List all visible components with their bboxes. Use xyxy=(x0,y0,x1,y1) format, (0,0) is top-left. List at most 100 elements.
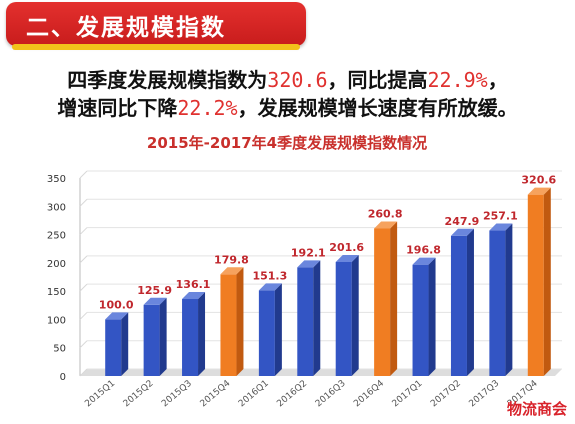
bar xyxy=(527,187,551,376)
bar-side xyxy=(428,257,436,376)
x-tick-label: 2015Q4 xyxy=(199,378,233,409)
bar-side xyxy=(121,312,129,376)
bar-front xyxy=(489,230,506,376)
gridline-depth xyxy=(79,312,88,320)
summary-line-2: 增速同比下降22.2%，发展规模增长速度有所放缓。 xyxy=(0,92,575,121)
y-tick-label: 200 xyxy=(47,259,66,270)
bar-side xyxy=(390,221,398,376)
bar-top xyxy=(297,260,321,268)
bar-top xyxy=(220,267,244,275)
x-tick-label: 2015Q3 xyxy=(160,379,194,410)
bar xyxy=(335,254,359,376)
banner-stripe xyxy=(12,44,300,50)
data-label: 179.8 xyxy=(214,253,249,266)
bar-front xyxy=(182,299,199,376)
gridline-depth xyxy=(79,368,88,377)
y-tick-label: 150 xyxy=(47,287,66,298)
bar-side xyxy=(159,297,167,376)
gridline-depth xyxy=(79,340,88,349)
bar-top xyxy=(182,292,206,300)
section-title: 二、发展规模指数 xyxy=(26,15,226,41)
bar-side xyxy=(198,292,206,376)
data-label: 196.8 xyxy=(406,244,441,257)
y-tick-label: 50 xyxy=(53,344,66,355)
data-label: 100.0 xyxy=(99,298,134,311)
bar-side xyxy=(274,283,282,376)
bar-top xyxy=(450,228,474,236)
summary-growth-decline: 22.2% xyxy=(177,96,238,120)
bar xyxy=(182,292,206,376)
x-tick-label: 2017Q2 xyxy=(429,379,463,410)
gridline-depth xyxy=(79,198,88,207)
bar-front xyxy=(220,274,237,376)
data-label: 257.1 xyxy=(483,210,518,223)
gridline-depth xyxy=(79,255,88,264)
bar-top xyxy=(412,257,436,265)
summary-text: 四季度发展规模指数为 xyxy=(67,68,268,92)
bar xyxy=(297,260,321,376)
bar-front xyxy=(143,304,160,376)
summary-text: ，同比提高 xyxy=(327,68,428,92)
y-tick-label: 100 xyxy=(47,315,66,326)
data-label: 201.6 xyxy=(329,241,364,254)
summary-line-1: 四季度发展规模指数为320.6，同比提高22.9%， xyxy=(0,64,575,93)
data-label: 247.9 xyxy=(445,215,480,228)
gridline-depth xyxy=(79,227,88,235)
bar-front xyxy=(527,194,544,376)
bar xyxy=(412,257,436,376)
bar-front xyxy=(105,319,122,376)
y-tick-label: 0 xyxy=(60,372,66,383)
bar-side xyxy=(236,267,244,376)
summary-text: 增速同比下降 xyxy=(57,96,178,120)
data-label: 260.8 xyxy=(368,207,403,220)
gridline-depth xyxy=(79,170,88,179)
bar-front xyxy=(258,290,275,376)
y-tick-label: 250 xyxy=(47,231,66,242)
bar-front xyxy=(412,264,429,376)
bar-side xyxy=(351,254,359,376)
bar-front xyxy=(297,267,314,376)
bar-chart: 2015年-2017年4季度发展规模指数情况 0 50 100 150 200 250 300… xyxy=(47,134,562,410)
x-tick-label: 2016Q3 xyxy=(314,379,348,410)
x-tick-label: 2017Q1 xyxy=(391,379,425,410)
bar-side xyxy=(313,260,321,376)
x-tick-label: 2017Q3 xyxy=(468,379,502,410)
bar xyxy=(220,267,244,376)
bar-top xyxy=(258,283,282,291)
x-tick-label: 2015Q1 xyxy=(83,379,117,410)
bar-top xyxy=(489,223,513,231)
data-label: 320.6 xyxy=(521,174,556,187)
bar-front xyxy=(450,235,467,376)
bar-side xyxy=(505,223,513,376)
bar-side xyxy=(543,187,551,376)
bar xyxy=(105,312,129,376)
bar xyxy=(143,297,167,376)
bar xyxy=(258,283,282,376)
bar-top xyxy=(105,312,129,320)
x-tick-label: 2016Q1 xyxy=(237,379,271,410)
bar-top xyxy=(143,297,167,305)
bar-front xyxy=(335,261,352,376)
data-label: 151.3 xyxy=(252,269,287,282)
bar-side xyxy=(466,228,474,376)
x-tick-label: 2015Q2 xyxy=(122,379,156,410)
chart-title: 2015年-2017年4季度发展规模指数情况 xyxy=(147,134,427,152)
x-tick-label: 2016Q4 xyxy=(352,378,386,409)
bar-top xyxy=(374,221,398,229)
y-tick-label: 350 xyxy=(47,174,66,185)
bar-top xyxy=(527,187,551,195)
bar xyxy=(374,221,398,376)
gridline-depth xyxy=(79,283,88,292)
data-label: 192.1 xyxy=(291,246,326,259)
bar-front xyxy=(374,228,391,376)
y-tick-label: 300 xyxy=(47,202,66,213)
section-banner: 二、发展规模指数 xyxy=(6,2,306,50)
summary-yoy-increase: 22.9% xyxy=(427,68,488,92)
watermark-logo: 物流商会 xyxy=(506,400,567,418)
bar xyxy=(450,228,474,376)
data-label: 125.9 xyxy=(137,284,172,297)
bar-top xyxy=(335,254,359,262)
x-tick-label: 2016Q2 xyxy=(275,379,309,410)
data-label: 136.1 xyxy=(176,278,211,291)
summary-text: ， xyxy=(487,68,508,92)
